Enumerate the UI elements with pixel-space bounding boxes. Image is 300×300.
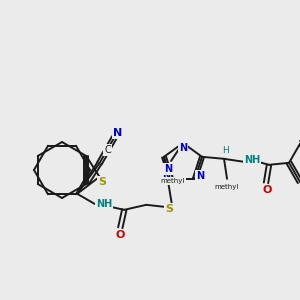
Text: O: O xyxy=(116,230,125,240)
Text: H: H xyxy=(222,146,228,155)
Text: C: C xyxy=(104,145,111,155)
Text: N: N xyxy=(196,171,204,181)
Text: NH: NH xyxy=(96,199,112,209)
Text: methyl: methyl xyxy=(161,178,185,184)
Text: O: O xyxy=(262,185,272,195)
Text: N: N xyxy=(164,164,172,174)
Text: N: N xyxy=(113,128,122,138)
Text: N: N xyxy=(162,171,170,181)
Text: S: S xyxy=(165,204,173,214)
Text: N: N xyxy=(179,143,187,153)
Text: S: S xyxy=(98,177,106,187)
Text: methyl: methyl xyxy=(215,184,239,190)
Text: NH: NH xyxy=(244,155,260,165)
